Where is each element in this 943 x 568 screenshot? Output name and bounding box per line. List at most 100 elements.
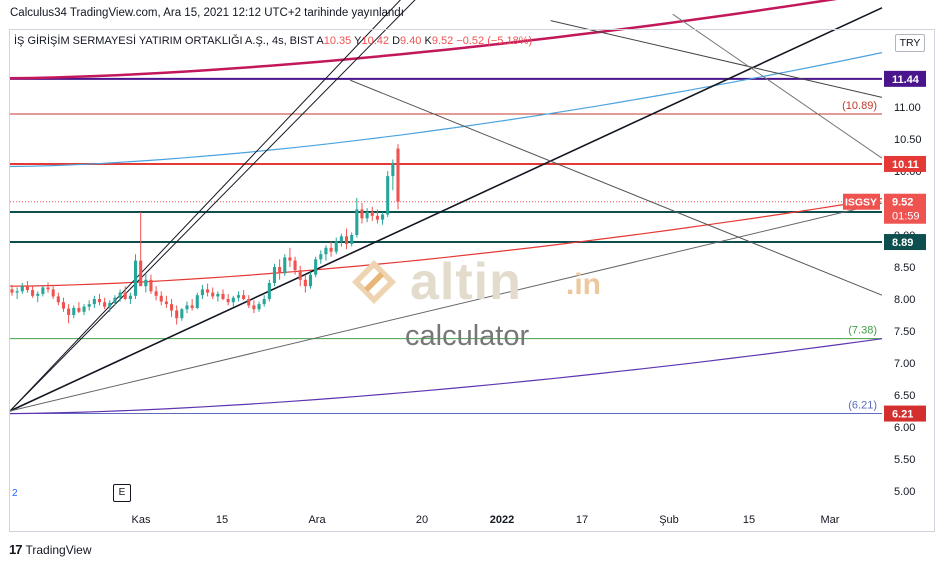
candle-body (31, 290, 35, 296)
candle-body (391, 163, 395, 177)
symbol-legend: İŞ GİRİŞİM SERMAYESİ YATIRIM ORTAKLIĞI A… (14, 35, 532, 47)
candle-body (51, 289, 55, 297)
candle-body (108, 302, 112, 307)
footer[interactable]: 17 TradingView (9, 542, 92, 557)
y-tick-label: 8.00 (894, 294, 915, 306)
y-tick-label: 11.00 (894, 102, 921, 114)
x-tick-label: Kas (132, 514, 151, 526)
candle-body (242, 295, 246, 299)
legend-close-label: K (424, 35, 432, 47)
candle-body (360, 209, 364, 219)
price-tag-label: 8.89 (892, 237, 913, 249)
last-price-label: 9.52 (892, 197, 913, 209)
candle-body (314, 259, 318, 275)
candle-body (82, 306, 86, 312)
legend-open-label: A (316, 35, 324, 47)
x-tick-label: 2022 (490, 514, 514, 526)
candle-body (386, 176, 390, 215)
candle-body (87, 304, 91, 307)
candle-body (170, 304, 174, 311)
candle-body (288, 257, 292, 261)
x-tick-label: 20 (416, 514, 428, 526)
candle-body (324, 247, 328, 255)
events-button[interactable]: E (113, 484, 131, 502)
channel-a (9, 0, 401, 412)
magenta-curve (9, 0, 838, 80)
countdown-label: 01:59 (892, 211, 920, 223)
chart-frame (9, 29, 935, 532)
footer-brand: TradingView (25, 542, 92, 557)
candles-layer (10, 144, 400, 325)
candle-body (97, 299, 102, 303)
candle-body (195, 295, 199, 308)
candle-body (396, 148, 400, 202)
y-tick-label: 5.00 (894, 486, 915, 498)
candle-body (25, 286, 29, 291)
candle-body (159, 295, 163, 302)
candle-body (257, 304, 261, 310)
candle-body (350, 235, 354, 244)
watermark-sub: calculator (405, 320, 530, 352)
candle-body (103, 302, 107, 307)
x-tick-label: 15 (216, 514, 228, 526)
candle-body (206, 289, 210, 293)
watermark-suffix: .in (566, 268, 601, 301)
x-tick-label: Mar (821, 514, 840, 526)
candle-body (344, 236, 349, 244)
y-tick-label: 7.50 (894, 326, 915, 338)
candle-body (272, 267, 277, 283)
price-tag-label: 11.44 (892, 74, 920, 86)
candle-body (308, 274, 313, 287)
price-tag (884, 234, 926, 251)
candle-body (185, 305, 189, 310)
level-bracket-label: (10.89) (842, 100, 877, 112)
blue-curve (9, 52, 883, 168)
candle-body (77, 307, 81, 312)
level-bracket-label: (7.38) (848, 325, 877, 337)
legend-symbol: İŞ GİRİŞİM SERMAYESİ YATIRIM ORTAKLIĞI A… (14, 35, 314, 47)
candle-body (216, 293, 220, 297)
candle-body (10, 289, 14, 293)
x-tick-label: 15 (743, 514, 755, 526)
candle-body (267, 283, 271, 299)
symbol-tag-label: ISGSY (845, 197, 877, 209)
candle-body (154, 291, 158, 296)
candle-body (15, 291, 19, 293)
currency-button[interactable]: TRY (895, 34, 925, 52)
candle-body (46, 287, 50, 290)
candle-body (149, 279, 153, 292)
legend-close: 9.52 (431, 35, 454, 47)
support-lower (9, 202, 883, 412)
candle-body (278, 267, 282, 274)
level-bracket-bg (838, 99, 880, 113)
candle-body (381, 214, 385, 220)
candle-body (303, 279, 307, 287)
candle-body (262, 299, 266, 305)
candle-body (370, 211, 374, 216)
candle-body (180, 309, 184, 319)
y-tick-label: 7.00 (894, 358, 915, 370)
tradingview-logo-icon: 17 (9, 542, 23, 557)
legend-change: −0.52 (−5.18%) (456, 35, 533, 47)
candle-body (319, 254, 323, 260)
candle-body (56, 296, 60, 303)
trend-lines-layer (9, 0, 883, 412)
candle-body (226, 299, 230, 303)
price-tags-layer: 11.44(10.89)10.119.368.89(7.38)(6.21)6.2… (838, 70, 926, 422)
candle-body (375, 215, 379, 220)
candle-body (231, 297, 235, 303)
support-main (9, 7, 883, 412)
x-tick-label: Şub (659, 514, 679, 526)
price-tag (884, 405, 926, 422)
price-tag-label: 6.21 (892, 409, 913, 421)
candle-body (211, 292, 215, 297)
x-tick-label: 17 (576, 514, 588, 526)
candle-body (164, 301, 168, 305)
candle-body (41, 287, 45, 294)
candle-body (92, 299, 96, 305)
price-tag-label: 10.11 (892, 159, 919, 171)
x-tick-label: Ara (308, 514, 326, 526)
time-axis-layer: Kas 15 Ara 20 2022 17 Şub 15 Mar (132, 514, 840, 526)
channel-b (9, 0, 416, 412)
